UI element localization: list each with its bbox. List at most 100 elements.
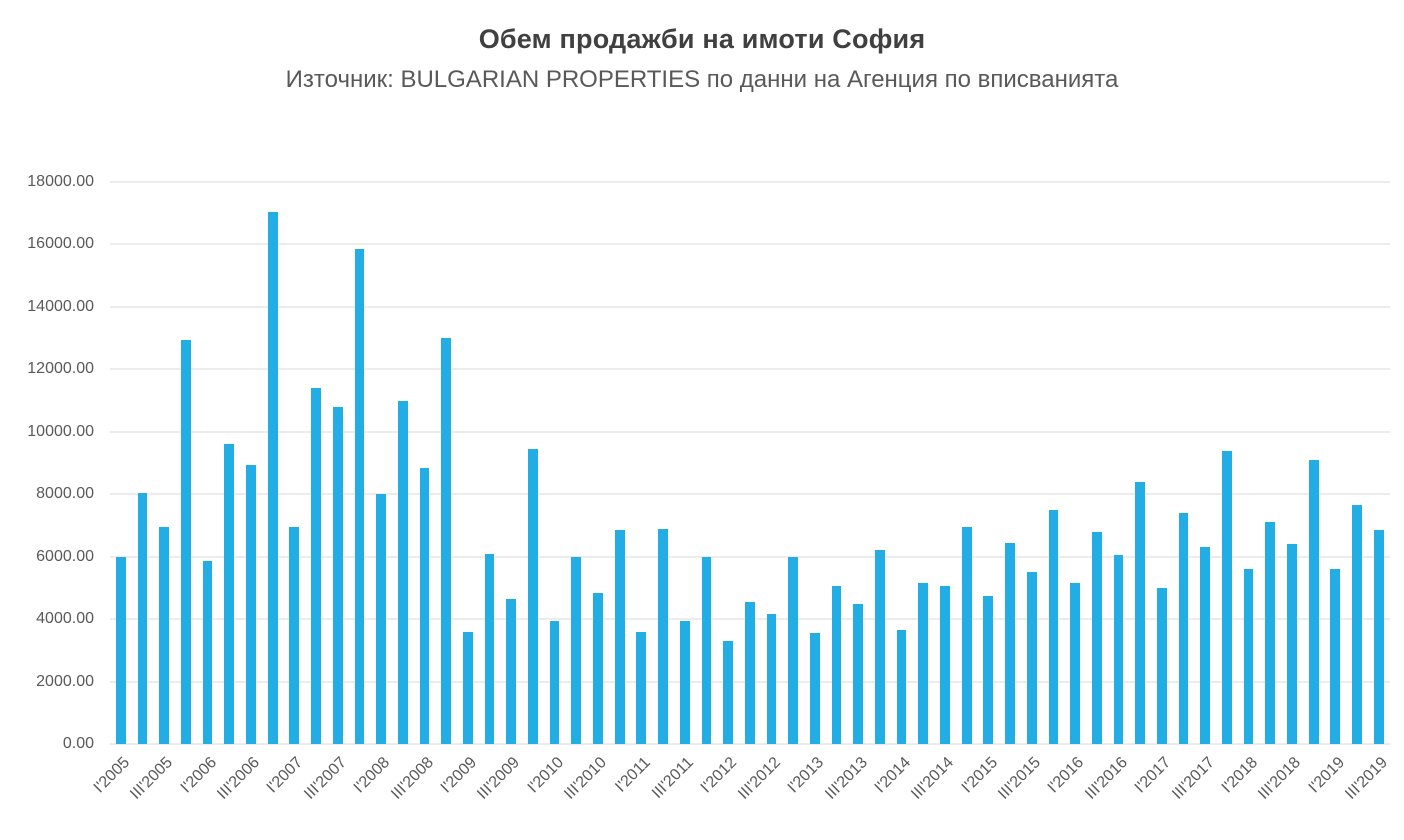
bar-IV'2017 bbox=[1222, 450, 1232, 744]
bars bbox=[110, 182, 1390, 744]
bar-II'2014 bbox=[918, 583, 929, 744]
bar-I'2018 bbox=[1243, 569, 1254, 744]
x-tick-label: III'2013 bbox=[821, 754, 871, 803]
bar-slot bbox=[175, 182, 197, 744]
bar-III'2015 bbox=[1026, 572, 1037, 744]
bar-slot bbox=[674, 182, 696, 744]
plot-area bbox=[110, 181, 1390, 745]
bar-slot bbox=[1368, 182, 1390, 744]
gridline bbox=[110, 493, 1390, 495]
bar-slot bbox=[240, 182, 262, 744]
x-tick-label: III'2012 bbox=[734, 754, 784, 803]
bar-slot bbox=[587, 182, 609, 744]
bar-slot bbox=[1238, 182, 1260, 744]
bar-slot bbox=[934, 182, 956, 744]
bar-slot bbox=[327, 182, 349, 744]
bar-slot bbox=[1346, 182, 1368, 744]
bar-IV'2018 bbox=[1308, 459, 1319, 744]
bar-slot bbox=[522, 182, 544, 744]
bar-slot bbox=[479, 182, 501, 744]
bar-slot bbox=[349, 182, 371, 744]
chart-title: Обем продажби на имоти София bbox=[478, 24, 926, 54]
bar-I'2015 bbox=[983, 595, 994, 744]
bar-III'2012 bbox=[766, 614, 777, 744]
bar-slot bbox=[544, 182, 566, 744]
bar-II'2016 bbox=[1091, 531, 1102, 744]
bar-slot bbox=[500, 182, 522, 744]
bar-I'2005 bbox=[115, 556, 126, 744]
bar-slot bbox=[414, 182, 436, 744]
bar-IV'2008 bbox=[441, 338, 452, 744]
bar-slot bbox=[1064, 182, 1086, 744]
bar-III'2006 bbox=[246, 464, 256, 744]
bar-slot bbox=[1325, 182, 1347, 744]
x-tick-label: III'2015 bbox=[995, 754, 1045, 803]
bar-slot bbox=[218, 182, 240, 744]
bar-I'2013 bbox=[809, 633, 820, 744]
bar-slot bbox=[284, 182, 306, 744]
bar-II'2006 bbox=[224, 444, 235, 744]
bar-slot bbox=[153, 182, 175, 744]
bar-II'2013 bbox=[831, 586, 842, 744]
bar-slot bbox=[1151, 182, 1173, 744]
bar-slot bbox=[370, 182, 392, 744]
bar-slot bbox=[891, 182, 913, 744]
bar-slot bbox=[435, 182, 457, 744]
bar-slot bbox=[457, 182, 479, 744]
gridline bbox=[110, 743, 1390, 745]
bar-slot bbox=[609, 182, 631, 744]
bar-IV'2012 bbox=[788, 556, 799, 744]
x-tick-label: III'2007 bbox=[301, 754, 350, 803]
bar-slot bbox=[1216, 182, 1238, 744]
bar-slot bbox=[197, 182, 219, 744]
gridline bbox=[110, 431, 1390, 433]
bar-slot bbox=[1108, 182, 1130, 744]
bar-I'2012 bbox=[723, 640, 733, 744]
bar-slot bbox=[826, 182, 848, 744]
bar-slot bbox=[978, 182, 1000, 744]
bar-II'2011 bbox=[658, 528, 668, 744]
y-axis-labels: 0.00 2000.00 4000.00 6000.00 8000.00 10000.00… bbox=[0, 173, 102, 752]
bar-IV'2007 bbox=[354, 249, 365, 744]
bar-I'2010 bbox=[549, 620, 560, 744]
bar-II'2015 bbox=[1005, 542, 1015, 744]
bar-I'2017 bbox=[1156, 587, 1167, 744]
bar-slot bbox=[1086, 182, 1108, 744]
bar-slot bbox=[631, 182, 653, 744]
bar-IV'2016 bbox=[1135, 481, 1146, 744]
x-tick-label: III'2018 bbox=[1255, 754, 1305, 803]
bar-III'2014 bbox=[940, 586, 950, 744]
bar-I'2019 bbox=[1330, 569, 1341, 744]
y-tick-label: 0.00 bbox=[62, 735, 94, 752]
bar-slot bbox=[847, 182, 869, 744]
bar-IV'2013 bbox=[875, 550, 885, 744]
bar-slot bbox=[1194, 182, 1216, 744]
bar-II'2019 bbox=[1352, 505, 1362, 744]
bar-IV'2014 bbox=[961, 527, 972, 744]
y-tick-label: 8000.00 bbox=[36, 485, 94, 503]
bar-slot bbox=[804, 182, 826, 744]
bar-III'2010 bbox=[593, 592, 603, 744]
y-tick-label: 10000.00 bbox=[27, 422, 94, 440]
bar-slot bbox=[110, 182, 132, 744]
bar-III'2007 bbox=[332, 406, 343, 744]
y-tick-label: 14000.00 bbox=[27, 297, 94, 315]
bar-III'2008 bbox=[419, 467, 430, 744]
bar-slot bbox=[782, 182, 804, 744]
y-tick-label: 6000.00 bbox=[36, 547, 94, 565]
bar-IV'2005 bbox=[181, 339, 191, 744]
bar-I'2011 bbox=[636, 631, 647, 744]
bar-IV'2011 bbox=[701, 556, 712, 744]
bar-III'2019 bbox=[1373, 530, 1384, 744]
bar-slot bbox=[132, 182, 154, 744]
bar-I'2009 bbox=[462, 631, 473, 744]
bar-slot bbox=[1259, 182, 1281, 744]
gridline bbox=[110, 556, 1390, 558]
bar-III'2009 bbox=[506, 598, 517, 744]
bar-slot bbox=[652, 182, 674, 744]
x-axis-labels: I'2005 III'2005 I'2006 III'2006 I'2007 III'20… bbox=[90, 746, 1391, 840]
bar-slot bbox=[1043, 182, 1065, 744]
chart-subtitle: Източник: BULGARIAN PROPERTIES по данни … bbox=[285, 66, 1119, 93]
bar-II'2010 bbox=[571, 556, 582, 744]
x-tick-label: III'2005 bbox=[127, 754, 177, 803]
